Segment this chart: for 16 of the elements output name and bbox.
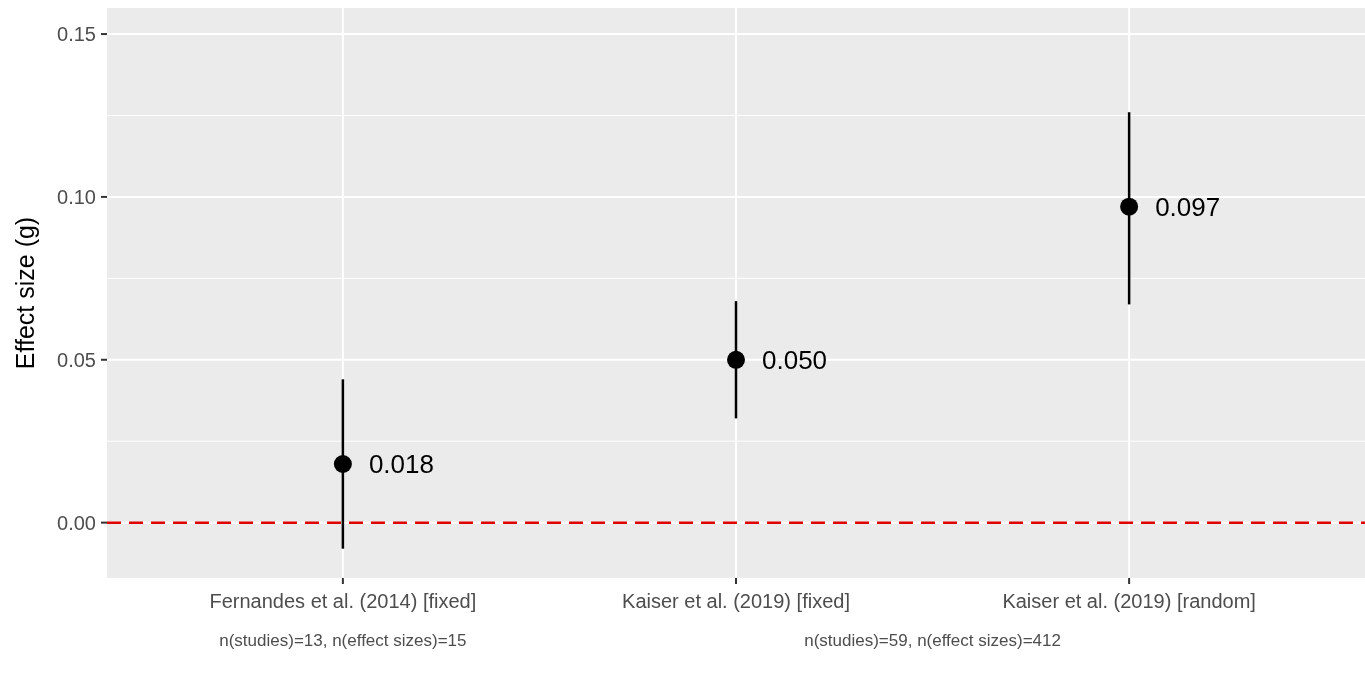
- y-tick-label: 0.00: [57, 511, 96, 534]
- data-label: 0.050: [762, 344, 828, 375]
- y-tick-label: 0.15: [57, 23, 96, 46]
- y-tick-label: 0.10: [57, 185, 96, 208]
- data-label: 0.097: [1155, 191, 1221, 222]
- point: [333, 455, 352, 473]
- x-tick-label: Kaiser et al. (2019) [random]: [1002, 590, 1256, 612]
- y-tick-label: 0.05: [57, 348, 96, 371]
- x-tick-label: Kaiser et al. (2019) [fixed]: [622, 590, 850, 612]
- text: n(studies)=13, n(effect sizes)=15: [219, 631, 467, 650]
- point: [1120, 197, 1139, 216]
- text: n(studies)=59, n(effect sizes)=412: [804, 631, 1061, 650]
- data-label: 0.018: [368, 449, 434, 480]
- point: [727, 350, 745, 369]
- y-axis-title: Effect size (g): [11, 216, 39, 370]
- x-tick-label: Fernandes et al. (2014) [fixed]: [209, 590, 477, 612]
